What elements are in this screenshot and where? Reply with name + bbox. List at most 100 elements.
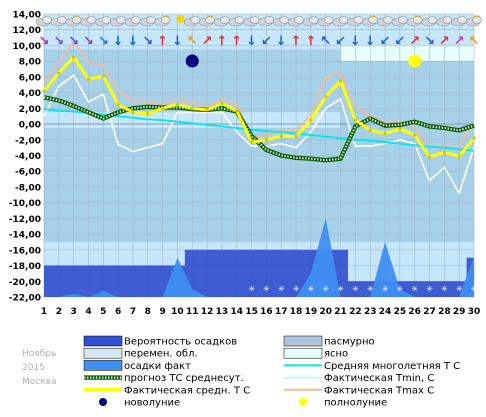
x-tick-label: 6 <box>115 307 121 317</box>
cloud-icon <box>436 16 453 27</box>
x-tick-label: 19 <box>305 307 318 317</box>
wind-arrow-icon: ↓ <box>172 34 183 49</box>
x-tick-label: 22 <box>349 307 362 317</box>
cloud-puff <box>427 16 438 24</box>
tavg-point <box>205 108 209 112</box>
cloud-puff <box>205 16 215 24</box>
wind-arrow-icon: ↗ <box>439 34 450 49</box>
tavg-point <box>175 102 180 107</box>
cloud-puff <box>116 16 126 24</box>
y-tick-label: 0,00 <box>19 121 41 131</box>
sun-icon <box>176 15 185 23</box>
cloud-puff <box>71 16 82 24</box>
snow-marker: ✳ <box>322 284 329 293</box>
wind-arrow-icon: ↘ <box>98 34 109 49</box>
tavg-point <box>190 106 194 110</box>
legend-label: перемен. обл. <box>124 349 198 360</box>
y-tick-label: 12,00 <box>13 26 41 36</box>
legend-label: новолуние <box>124 398 180 409</box>
tavg-point <box>57 71 61 75</box>
cloud-icon <box>228 16 245 27</box>
cloud-puff <box>383 16 393 24</box>
legend-item: перемен. обл. <box>83 347 198 360</box>
tavg-point <box>309 118 313 122</box>
wind-arrow-icon: ↙ <box>380 34 391 49</box>
wind-arrow-icon: ↓ <box>365 34 376 49</box>
cloud-icon <box>450 16 467 27</box>
watermark-month: Ноябрь <box>22 349 56 359</box>
cloud-icon <box>95 16 112 27</box>
series-tavg <box>42 55 476 159</box>
snow-marker: ✳ <box>248 284 255 293</box>
tavg-point <box>279 134 283 138</box>
cloud-puff <box>131 16 141 24</box>
temperature-lines <box>42 40 476 195</box>
x-tick-label: 28 <box>438 307 451 317</box>
tavg-point <box>146 112 150 116</box>
wind-arrow-icon: ↘ <box>424 34 435 49</box>
series-forecast <box>43 96 475 162</box>
x-tick-label: 30 <box>468 307 481 317</box>
legend-swatch <box>83 347 123 359</box>
tavg-point <box>368 128 372 132</box>
legend-swatch <box>99 398 107 406</box>
cloud-icon <box>124 16 141 27</box>
sun-icon <box>176 15 185 23</box>
legend-label: полнолуние <box>324 398 387 409</box>
y-tick-label: -20,00 <box>9 278 41 288</box>
wind-arrow-icon: ↓ <box>350 34 361 49</box>
x-tick-label: 11 <box>186 307 199 317</box>
tavg-point <box>72 55 76 59</box>
snow-marker: ✳ <box>367 284 374 293</box>
tavg-point <box>264 138 269 142</box>
legend-label: ясно <box>324 349 348 360</box>
y-tick-label: -10,00 <box>9 199 41 209</box>
watermark: Ноябрь 2015 Москва <box>22 349 56 387</box>
cloud-icon <box>287 16 304 27</box>
x-tick-label: 15 <box>245 307 258 317</box>
tavg-point <box>249 140 254 144</box>
cloud-puff <box>57 16 67 24</box>
snow-marker: ✳ <box>456 284 463 293</box>
cloud-puff <box>412 16 423 24</box>
wind-arrow-icon: ↓ <box>113 34 124 49</box>
snow-marker: ✳ <box>308 284 315 293</box>
cloud-puff <box>294 16 304 24</box>
y-tick-label: 2,00 <box>19 105 41 115</box>
y-tick-label: -14,00 <box>9 231 41 241</box>
legend-item: Средняя многолетняя Т С <box>284 361 460 372</box>
cloud-puff <box>145 16 156 24</box>
x-tick-label: 23 <box>364 307 377 317</box>
cloud-puff <box>353 16 364 24</box>
x-tick-label: 5 <box>100 307 106 317</box>
tavg-point <box>383 131 387 136</box>
x-tick-label: 13 <box>216 307 229 317</box>
cloud-puff <box>264 16 275 24</box>
clear-band <box>340 45 474 62</box>
y-tick-label: 14,00 <box>13 11 41 21</box>
y-tick-label: 4,00 <box>19 89 41 99</box>
tavg-point <box>398 127 402 131</box>
x-axis-ticks: 1 2 3 4 5 6 7 8 9 10 11 12 13 14 15 16 17 18 19 20 21 22 23 24 2… <box>41 307 480 317</box>
cloud-puff <box>86 16 97 24</box>
x-tick-label: 24 <box>379 307 392 317</box>
legend-label: Вероятность осадков <box>124 337 237 348</box>
cloud-puff <box>457 16 467 24</box>
wind-arrow-icon: ↘ <box>39 34 50 49</box>
x-tick-label: 1 <box>41 307 47 317</box>
cloud-puff <box>234 16 245 24</box>
cloud-puff <box>323 16 334 24</box>
y-tick-label: -8,00 <box>15 183 41 193</box>
legend-item: новолуние <box>99 398 180 409</box>
legend-label: Средняя многолетняя Т С <box>324 361 460 372</box>
legend: Вероятность осадков пасмурно перемен. обл.… <box>83 335 460 409</box>
y-tick-label: -6,00 <box>15 168 41 178</box>
y-tick-label: -2,00 <box>15 136 41 146</box>
cloud-puff <box>160 16 171 24</box>
legend-label: Фактическая средн. Т С <box>124 385 250 396</box>
legend-item: Фактическая Tmin, С <box>284 373 434 384</box>
tavg-point <box>442 150 446 154</box>
y-tick-label: 8,00 <box>19 58 41 68</box>
x-tick-label: 20 <box>319 307 332 317</box>
wind-arrow-icon: ↑ <box>291 34 302 49</box>
